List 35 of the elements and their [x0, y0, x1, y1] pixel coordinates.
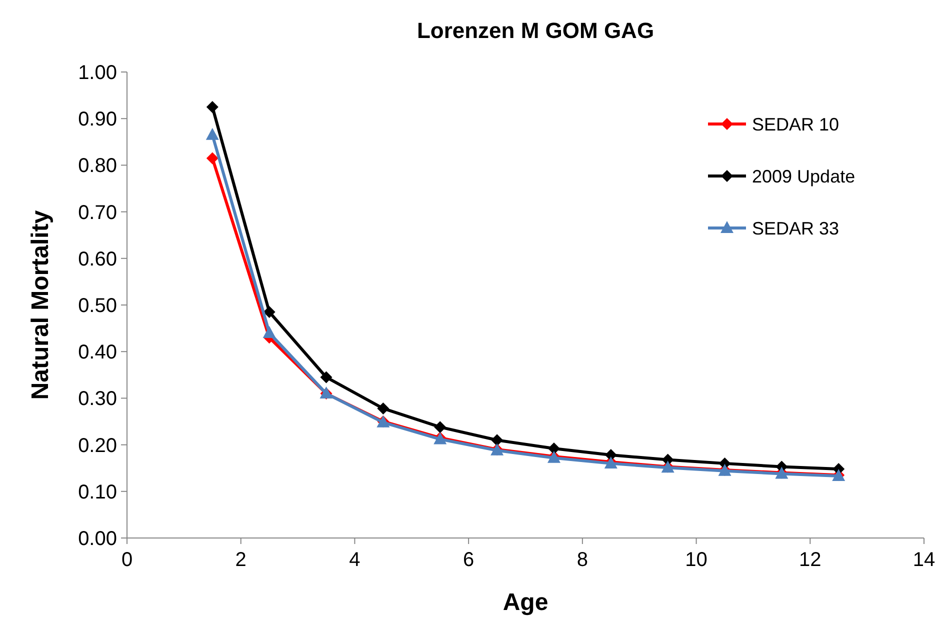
chart-title: Lorenzen M GOM GAG	[416, 18, 654, 43]
point	[434, 421, 446, 434]
y-tick-label: 0.40	[78, 342, 117, 364]
y-tick-label: 0.60	[78, 248, 117, 270]
x-tick-label: 0	[121, 549, 133, 571]
legend-label: 2009 Update	[752, 166, 856, 186]
y-tick-label: 0.90	[78, 108, 117, 131]
x-tick-label: 10	[685, 549, 708, 571]
x-tick-label: 6	[463, 549, 474, 571]
point	[206, 100, 218, 113]
point	[263, 306, 276, 318]
y-axis-title: Natural Mortality	[27, 210, 54, 400]
legend-label: SEDAR 33	[752, 218, 840, 238]
point	[262, 326, 276, 338]
x-tick-label: 8	[576, 549, 588, 571]
x-tick-label: 14	[912, 549, 936, 571]
point	[206, 152, 218, 164]
point	[491, 434, 504, 446]
x-tick-label: 4	[349, 549, 360, 571]
x-tick-label: 12	[799, 549, 822, 571]
point	[548, 442, 560, 455]
y-tick-label: 0.00	[78, 528, 117, 550]
legend-label: SEDAR 10	[752, 114, 840, 134]
x-axis-title: Age	[502, 589, 548, 616]
point	[320, 371, 332, 384]
y-tick-label: 0.50	[78, 295, 117, 317]
y-tick-label: 0.20	[78, 434, 117, 457]
y-tick-label: 1.00	[78, 62, 117, 84]
y-tick-label: 0.10	[78, 481, 117, 504]
point	[206, 128, 219, 140]
x-tick-label: 2	[235, 549, 246, 571]
y-tick-label: 0.30	[78, 388, 117, 410]
point	[377, 402, 390, 414]
y-tick-label: 0.80	[78, 155, 117, 178]
y-tick-label: 0.70	[78, 202, 117, 224]
